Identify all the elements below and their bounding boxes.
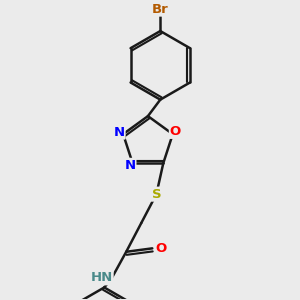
- Text: N: N: [113, 126, 124, 139]
- Text: O: O: [170, 125, 181, 138]
- Text: O: O: [156, 242, 167, 255]
- Text: Br: Br: [152, 3, 169, 16]
- Text: N: N: [124, 159, 135, 172]
- Text: S: S: [152, 188, 161, 201]
- Text: HN: HN: [90, 272, 112, 284]
